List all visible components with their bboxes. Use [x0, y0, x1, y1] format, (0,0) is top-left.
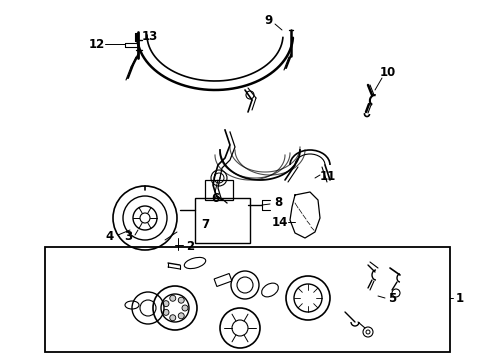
- Bar: [45, 247, 450, 352]
- Text: 11: 11: [320, 170, 336, 183]
- Text: 10: 10: [380, 66, 396, 78]
- Bar: [214, 274, 232, 287]
- Text: 1: 1: [456, 292, 464, 305]
- Text: 13: 13: [142, 31, 158, 44]
- Circle shape: [182, 305, 188, 311]
- Text: 4: 4: [106, 230, 114, 243]
- Circle shape: [178, 297, 184, 303]
- Circle shape: [170, 315, 176, 321]
- Text: 12: 12: [89, 37, 105, 50]
- Circle shape: [163, 301, 169, 307]
- Text: 2: 2: [186, 240, 194, 253]
- Text: 9: 9: [264, 13, 272, 27]
- Circle shape: [178, 313, 184, 319]
- Text: 8: 8: [274, 195, 282, 208]
- Circle shape: [170, 295, 176, 301]
- Text: 3: 3: [124, 230, 132, 243]
- Text: 5: 5: [388, 292, 396, 305]
- Text: 14: 14: [272, 216, 288, 229]
- Bar: [205, 180, 233, 200]
- Text: 6: 6: [211, 192, 219, 204]
- Circle shape: [163, 309, 169, 315]
- Text: 7: 7: [201, 217, 209, 230]
- Bar: [195, 198, 250, 243]
- Circle shape: [140, 213, 150, 223]
